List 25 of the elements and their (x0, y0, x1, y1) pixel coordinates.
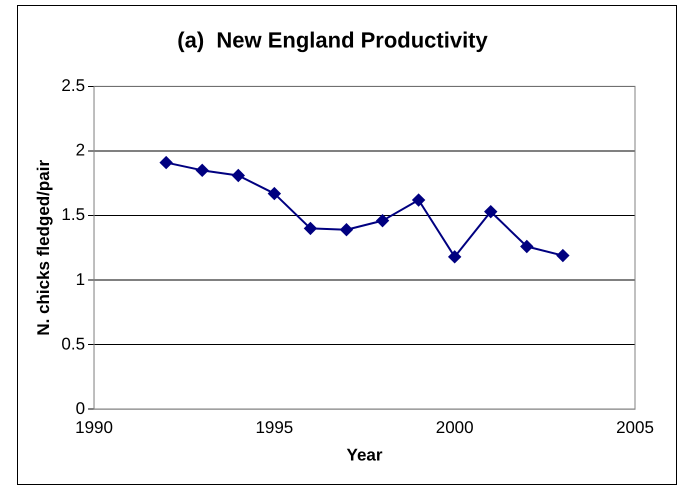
y-tick-label: 1 (76, 270, 86, 289)
y-tick-label: 2.5 (61, 76, 86, 96)
point (304, 222, 317, 235)
point (556, 249, 570, 262)
point (376, 214, 390, 228)
x-tick-label: 1990 (75, 418, 113, 438)
x-tick-label: 1995 (255, 418, 294, 438)
point (196, 164, 209, 177)
chart-title: (a) New England Productivity (177, 27, 489, 52)
point (160, 156, 173, 170)
point (232, 168, 245, 182)
y-tick-label: 1.5 (61, 205, 86, 224)
point (412, 194, 426, 207)
y-tick-label: 0 (76, 398, 86, 418)
point (448, 250, 462, 264)
x-tick-label: 2005 (616, 418, 654, 438)
point (340, 223, 353, 236)
point (520, 240, 534, 254)
x-tick-label: 2000 (436, 418, 474, 438)
y-tick-label: 0.5 (61, 334, 86, 354)
point (268, 187, 281, 200)
x-axis-title: Year (346, 445, 383, 464)
y-tick-label: 2 (76, 140, 86, 160)
point (484, 205, 498, 218)
y-axis-title: N. chicks fledged/pair (34, 160, 53, 336)
